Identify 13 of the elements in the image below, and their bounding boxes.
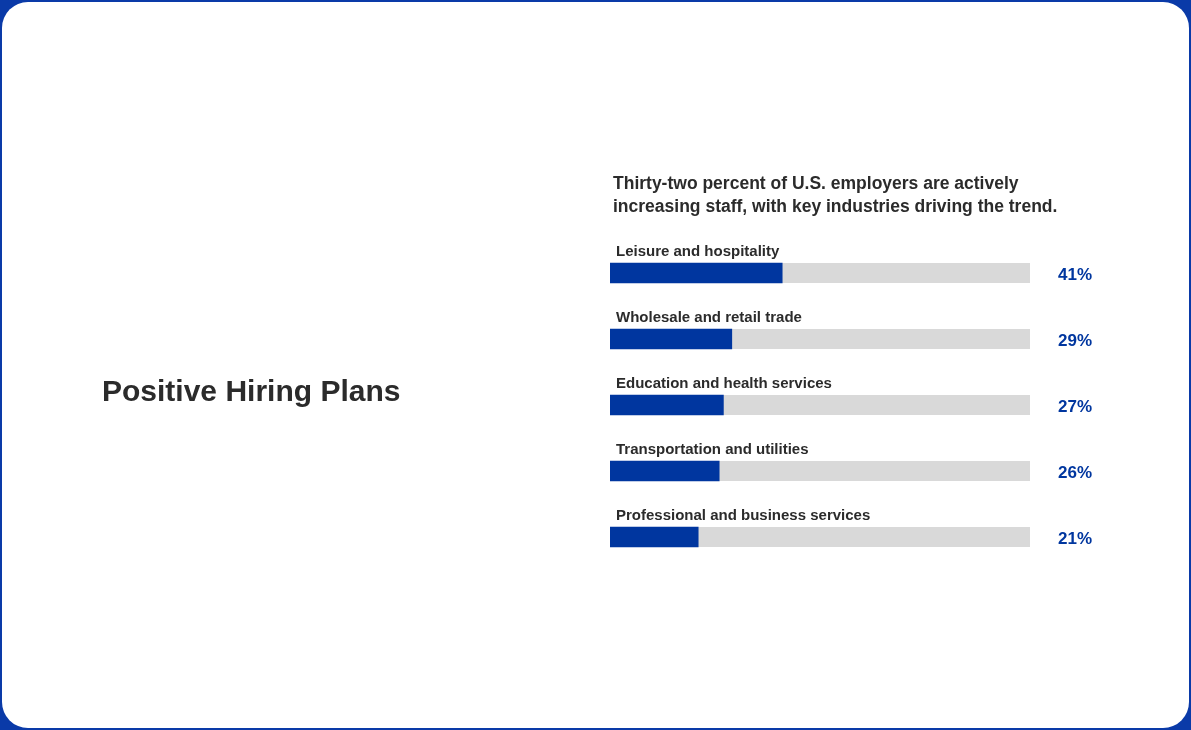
data-label: 29% [1057,330,1093,350]
y-tick-label: Education and health services [616,374,832,391]
chart-subtitle: Thirty-two percent of U.S. employers are actively increasing staff, with key industries driving the trend. [613,172,1059,218]
y-tick-label: Professional and business services [616,506,871,523]
y-tick-label: Transportation and utilities [616,440,809,457]
y-tick-label: Wholesale and retail trade [616,308,802,325]
bar [610,526,699,548]
data-label: 27% [1057,396,1093,416]
y-tick-label: Leisure and hospitality [616,242,781,259]
data-label: 21% [1057,528,1093,548]
data-label: 41% [1057,264,1093,284]
data-label: 26% [1057,462,1093,482]
text: Positive Hiring Plans [102,374,401,408]
